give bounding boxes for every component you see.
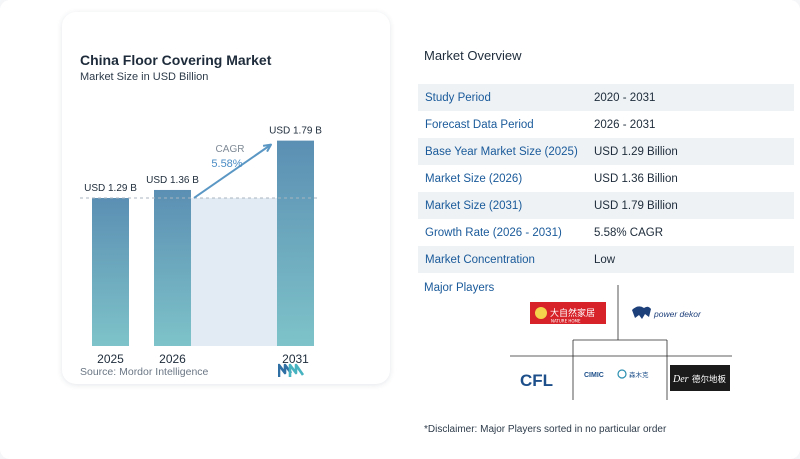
forecast-band: [191, 197, 277, 346]
players-logo-grid: 大自然家居 NATURE HOME power dekor CFL CIMIC …: [510, 285, 732, 400]
overview-table: Study Period 2020 - 2031 Forecast Data Pe…: [418, 84, 794, 273]
bar-2026: [154, 189, 191, 346]
row-value: Low: [594, 253, 616, 266]
overview-title: Market Overview: [424, 48, 522, 63]
overview-row: Market Size (2031) USD 1.79 Billion: [418, 192, 794, 219]
row-key: Market Size (2026): [425, 172, 523, 185]
row-key: Study Period: [425, 91, 491, 104]
bar-2025: [92, 197, 129, 346]
cimic-cn: 森木克: [629, 370, 649, 379]
overview-row: Study Period 2020 - 2031: [418, 84, 794, 111]
der-logo: Der 德尔地板: [670, 365, 730, 391]
power-dekor-logo: power dekor: [632, 306, 702, 319]
nature-home-logo: 大自然家居 NATURE HOME: [530, 302, 606, 324]
row-value: USD 1.79 Billion: [594, 199, 678, 212]
chart-card: China Floor Covering Market Market Size …: [62, 12, 390, 384]
category-label: 2031: [282, 352, 309, 366]
category-label: 2025: [97, 352, 124, 366]
row-value: 5.58% CAGR: [594, 226, 664, 239]
power-dekor-text: power dekor: [653, 309, 702, 319]
disclaimer: *Disclaimer: Major Players sorted in no …: [424, 424, 667, 435]
bar-2031: [277, 140, 314, 346]
value-label: USD 1.29 B: [84, 183, 137, 194]
chart-subtitle: Market Size in USD Billion: [80, 71, 209, 83]
row-key: Market Size (2031): [425, 199, 523, 212]
der-text: Der: [672, 374, 689, 385]
nature-home-cn: 大自然家居: [550, 307, 595, 319]
value-label: USD 1.79 B: [269, 126, 322, 137]
row-value: 2026 - 2031: [594, 118, 656, 131]
cagr-label: CAGR: [216, 144, 245, 155]
row-value: USD 1.36 Billion: [594, 172, 678, 185]
overview-row: Market Size (2026) USD 1.36 Billion: [418, 165, 794, 192]
logo-grid-lines: [510, 285, 732, 400]
der-cn: 德尔地板: [692, 374, 727, 385]
cagr-arrow: [193, 143, 272, 199]
overview-row: Market Concentration Low: [418, 246, 794, 273]
cagr-value: 5.58%: [211, 158, 242, 170]
cimic-text: CIMIC: [584, 372, 604, 379]
row-key: Growth Rate (2026 - 2031): [425, 226, 562, 239]
cfl-logo: CFL: [520, 371, 553, 390]
overview-row: Base Year Market Size (2025) USD 1.29 Bil…: [418, 138, 794, 165]
cagr-arrow-head: [262, 143, 272, 153]
mordor-logo-icon: [277, 362, 305, 383]
chart-title: China Floor Covering Market: [80, 52, 272, 68]
value-label: USD 1.36 B: [146, 175, 199, 186]
category-label: 2026: [159, 352, 186, 366]
row-key: Market Concentration: [425, 253, 535, 266]
row-key: Base Year Market Size (2025): [425, 145, 578, 158]
players-title: Major Players: [424, 282, 495, 294]
cfl-text: CFL: [520, 371, 553, 390]
bar-chart: USD 1.29 B USD 1.36 B USD 1.79 B 2025 2026 20…: [80, 126, 322, 366]
cimic-logo: CIMIC 森木克: [584, 369, 649, 379]
source-note: Source: Mordor Intelligence: [80, 366, 209, 378]
row-key: Forecast Data Period: [425, 118, 534, 131]
overview-row: Forecast Data Period 2026 - 2031: [418, 111, 794, 138]
overview-row: Growth Rate (2026 - 2031) 5.58% CAGR: [418, 219, 794, 246]
row-value: 2020 - 2031: [594, 91, 656, 104]
nature-home-en: NATURE HOME: [551, 319, 581, 324]
row-value: USD 1.29 Billion: [594, 145, 678, 158]
